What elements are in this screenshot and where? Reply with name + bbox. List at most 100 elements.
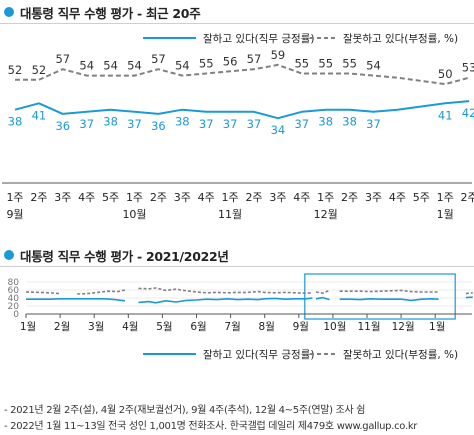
x-tick-label: 2주 <box>30 191 47 204</box>
divider <box>0 23 474 24</box>
disapprove-data-label: 54 <box>103 59 118 73</box>
approve-data-label: 41 <box>438 108 453 122</box>
approve-data-label: 41 <box>32 108 47 122</box>
disapprove-data-label: 52 <box>32 63 47 77</box>
chart-recent-20-weeks: 잘하고 있다(직무 긍정률) 잘못하고 있다(부정률, %) 38 41 36 37 38 3… <box>2 32 474 221</box>
x-month-label-annual: 7월 <box>224 321 240 333</box>
approve-data-label: 37 <box>247 117 262 131</box>
x-tick-label: 3주 <box>269 191 286 204</box>
x-tick-label: 2주 <box>341 191 358 204</box>
x-tick-label: 1주 <box>126 191 143 204</box>
disapprove-data-label: 55 <box>342 56 357 70</box>
disapprove-line-annual <box>138 287 313 295</box>
y-tick-label: 20 <box>8 302 20 312</box>
disapprove-data-label: 55 <box>294 56 309 70</box>
x-tick-label: 5주 <box>413 191 430 204</box>
section-title-recent: 대통령 직무 수행 평가 - 최근 20주 <box>0 3 201 21</box>
x-tick-label: 2주 <box>245 191 262 204</box>
x-month-label-annual: 8월 <box>259 321 275 333</box>
approve-line <box>14 100 470 120</box>
approve-data-label: 36 <box>55 119 70 133</box>
approve-data-label: 37 <box>199 117 214 131</box>
legend-disapprove-label: 잘못하고 있다(부정률, %) <box>343 32 458 45</box>
x-month-label-annual: 10월 <box>323 321 346 333</box>
approve-line-annual <box>339 297 439 302</box>
chart2-title: 대통령 직무 수행 평가 - 2021/2022년 <box>20 248 229 264</box>
y-tick-label: 80 <box>8 278 20 288</box>
x-month-label-annual: 9월 <box>293 321 309 333</box>
approve-data-label: 37 <box>294 117 309 131</box>
x-month-label-annual: 1월 <box>429 321 445 333</box>
disapprove-line-annual <box>465 292 473 295</box>
disapprove-data-label: 54 <box>366 59 381 73</box>
disapprove-data-label: 53 <box>462 61 474 75</box>
bullet-icon <box>4 7 14 17</box>
highlight-box <box>304 273 456 320</box>
y-tick-label: 60 <box>8 286 20 296</box>
approve-data-label: 42 <box>462 106 474 120</box>
legend-disapprove-label: 잘못하고 있다(부정률, %) <box>343 348 458 361</box>
x-tick-label: 4주 <box>78 191 95 204</box>
x-month-label-annual: 6월 <box>190 321 206 333</box>
disapprove-data-label: 56 <box>223 54 238 68</box>
y-tick-label: 40 <box>8 294 20 304</box>
x-tick-label: 1주 <box>437 191 454 204</box>
disapprove-data-label: 54 <box>175 59 190 73</box>
disapprove-data-label: 57 <box>247 52 262 66</box>
x-tick-label: 3주 <box>365 191 382 204</box>
x-tick-label: 3주 <box>54 191 71 204</box>
approve-data-label: 37 <box>79 117 94 131</box>
approve-data-label: 34 <box>271 123 286 137</box>
disapprove-data-label: 54 <box>79 59 94 73</box>
disapprove-data-label: 50 <box>438 67 453 81</box>
x-month-label: 10월 <box>122 208 146 221</box>
approve-data-label: 38 <box>318 115 333 129</box>
x-month-label-annual: 4월 <box>122 321 138 333</box>
x-month-label-annual: 3월 <box>88 321 104 333</box>
footnote-1: - 2021년 2월 2주(설), 4월 2주(재보궐선거), 9월 4주(추석… <box>4 405 366 416</box>
y-tick-label: 0 <box>13 310 19 320</box>
x-tick-label: 1주 <box>317 191 334 204</box>
approve-data-label: 38 <box>175 115 190 129</box>
x-month-label-annual: 1월 <box>20 321 36 333</box>
disapprove-data-label: 57 <box>55 52 70 66</box>
x-tick-label: 4주 <box>293 191 310 204</box>
x-tick-label: 4주 <box>389 191 406 204</box>
x-month-label: 12월 <box>314 208 338 221</box>
approve-line-annual <box>138 297 313 304</box>
disapprove-data-label: 57 <box>151 52 166 66</box>
chart1-title: 대통령 직무 수행 평가 - 최근 20주 <box>20 5 201 21</box>
disapprove-data-label: 54 <box>127 59 142 73</box>
x-month-label: 9월 <box>6 208 23 221</box>
disapprove-data-label: 55 <box>199 56 214 70</box>
x-tick-label: 2주 <box>461 191 474 204</box>
x-tick-label: 1주 <box>222 191 239 204</box>
section-title-annual: 대통령 직무 수행 평가 - 2021/2022년 <box>0 246 229 264</box>
approve-data-label: 37 <box>366 117 381 131</box>
bullet-icon <box>4 250 14 260</box>
approve-data-label: 36 <box>151 119 166 133</box>
legend-approve-label: 잘하고 있다(직무 긍정률) <box>203 32 314 45</box>
approve-data-label: 38 <box>103 115 118 129</box>
disapprove-data-label: 59 <box>271 48 286 62</box>
approve-data-label: 37 <box>127 117 142 131</box>
x-tick-label: 1주 <box>6 191 23 204</box>
approve-data-label: 38 <box>8 115 23 129</box>
divider <box>0 266 474 267</box>
x-month-label-annual: 11월 <box>357 321 380 333</box>
x-month-label-annual: 5월 <box>156 321 172 333</box>
disapprove-line <box>15 63 470 86</box>
legend-approve-label: 잘하고 있다(직무 긍정률) <box>203 348 314 361</box>
x-tick-label: 3주 <box>174 191 191 204</box>
approve-line-annual <box>26 297 125 302</box>
x-month-label-annual: 12월 <box>392 321 415 333</box>
x-month-label: 11월 <box>218 208 242 221</box>
x-month-label-annual: 2월 <box>54 321 70 333</box>
disapprove-line-annual <box>25 291 61 295</box>
footnote-2: - 2022년 1월 11~13일 전국 성인 1,001명 전화조사. 한국갤… <box>4 421 418 432</box>
x-tick-label: 5주 <box>102 191 119 204</box>
approve-line-annual <box>315 296 330 301</box>
x-tick-label: 4주 <box>198 191 215 204</box>
disapprove-line-annual <box>77 289 126 295</box>
